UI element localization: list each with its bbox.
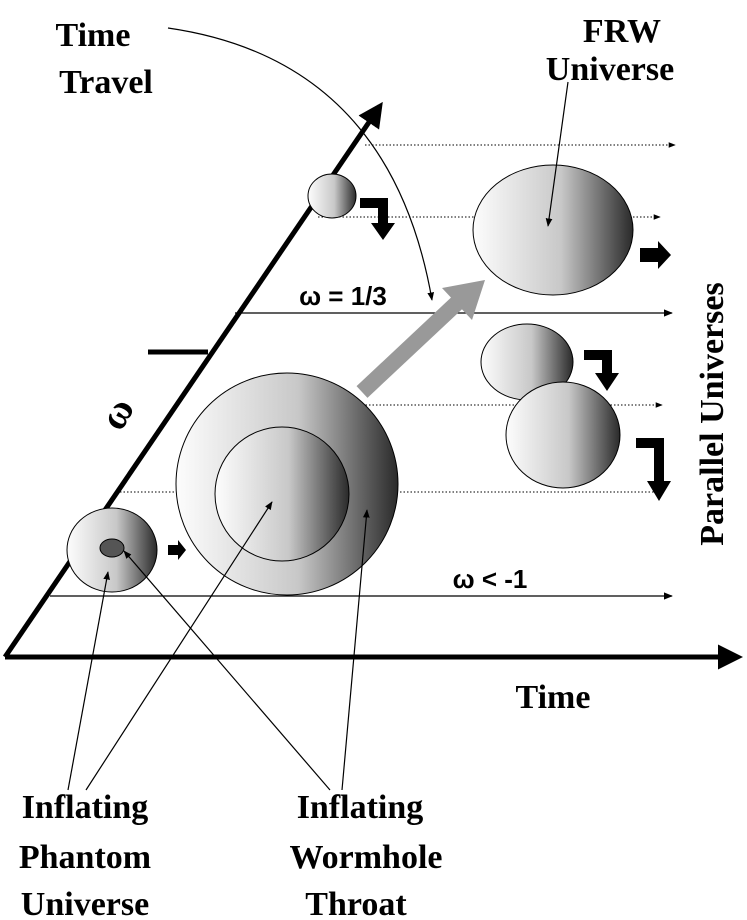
- universe-bubble: [505, 381, 621, 489]
- label: Universe: [21, 886, 149, 920]
- frw-bubble: [472, 164, 634, 296]
- label: Inflating: [22, 789, 149, 826]
- label: Inflating: [297, 789, 424, 826]
- pointer-line: [67, 571, 110, 791]
- label: Wormhole: [290, 839, 443, 876]
- label: ω: [90, 389, 144, 437]
- pointer-line: [167, 27, 435, 301]
- phantom-core: [99, 538, 125, 558]
- label: FRW: [583, 13, 661, 50]
- label: Universe: [546, 51, 674, 88]
- pointer-line: [545, 81, 569, 227]
- label: ω < -1: [453, 564, 528, 594]
- gray-arrow: [356, 296, 464, 398]
- label: Travel: [59, 64, 153, 101]
- label: ω = 1/3: [299, 281, 387, 311]
- bent-arrow: [584, 350, 619, 391]
- label: Phantom: [19, 839, 151, 876]
- pointer-line: [123, 550, 331, 791]
- bent-arrow: [636, 438, 671, 501]
- pointer-line: [85, 501, 273, 791]
- block-arrow: [168, 540, 186, 560]
- pointer-line: [341, 509, 370, 791]
- gray-arrow-head: [442, 280, 485, 320]
- wormhole-throat: [214, 426, 350, 562]
- label: Time: [56, 17, 131, 54]
- universe-bubble: [307, 173, 357, 219]
- bent-arrow: [360, 198, 395, 240]
- label: Time: [516, 679, 591, 716]
- label: Parallel Universes: [694, 282, 731, 545]
- block-arrow: [640, 241, 671, 269]
- label: Throat: [305, 886, 407, 920]
